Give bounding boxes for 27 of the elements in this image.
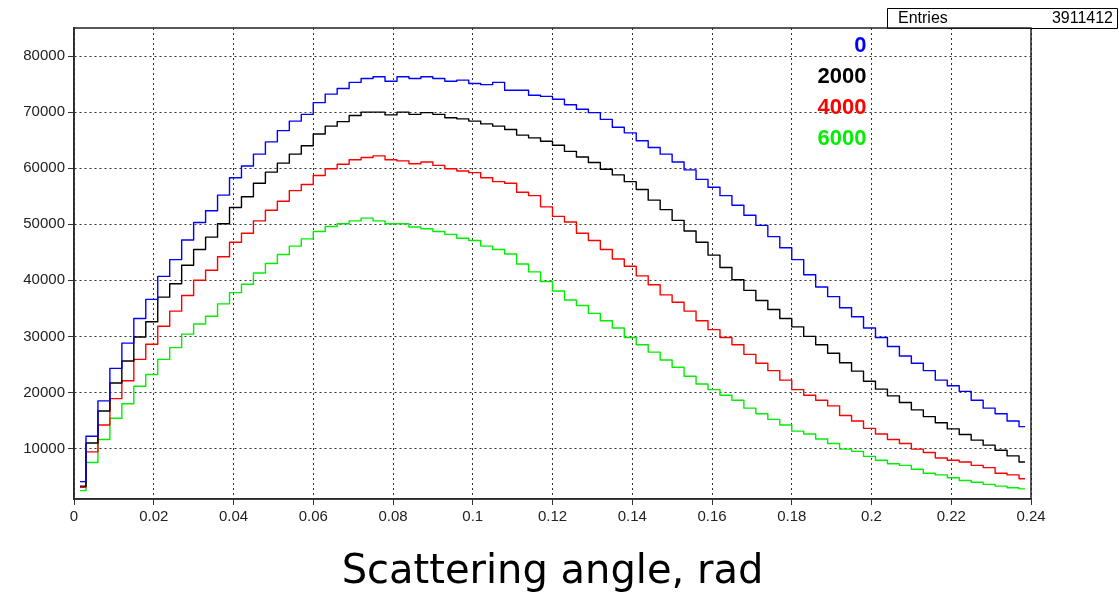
text: Entries 3911412 <box>898 9 1113 27</box>
x-tick-label: 0.24 <box>1016 507 1046 525</box>
y-tick-label: 40000 <box>23 270 65 288</box>
x-tick-label: 0.04 <box>218 507 249 525</box>
x-axis-title: Scattering angle, rad <box>341 546 764 593</box>
x-tick-label: 0 <box>69 507 79 525</box>
y-tick-label: 30000 <box>23 326 65 344</box>
y-tick-label: 10000 <box>23 438 65 456</box>
y-tick-label: 20000 <box>23 382 65 400</box>
x-tick-label: 0.1 <box>462 507 484 525</box>
x-tick-label: 0.12 <box>537 507 568 525</box>
x-tick-label: 0.08 <box>378 507 408 525</box>
x-tick-label: 0.18 <box>777 507 807 525</box>
y-tick-label: 60000 <box>23 158 65 176</box>
y-tick-label: 70000 <box>23 102 65 120</box>
text: 4000 <box>817 94 867 120</box>
text: 2000 <box>817 63 867 89</box>
x-tick-label: 0.16 <box>697 507 727 525</box>
y-tick-label: 80000 <box>23 46 65 64</box>
y-tick-label: 50000 <box>23 214 65 232</box>
x-tick-label: 0.22 <box>936 507 966 525</box>
x-tick-label: 0.2 <box>861 507 882 525</box>
x-tick-label: 0.06 <box>298 507 328 525</box>
text: 0 <box>854 32 867 58</box>
x-tick-label: 0.02 <box>139 507 169 525</box>
x-tick-label: 0.14 <box>617 507 647 525</box>
text: 6000 <box>817 125 867 151</box>
